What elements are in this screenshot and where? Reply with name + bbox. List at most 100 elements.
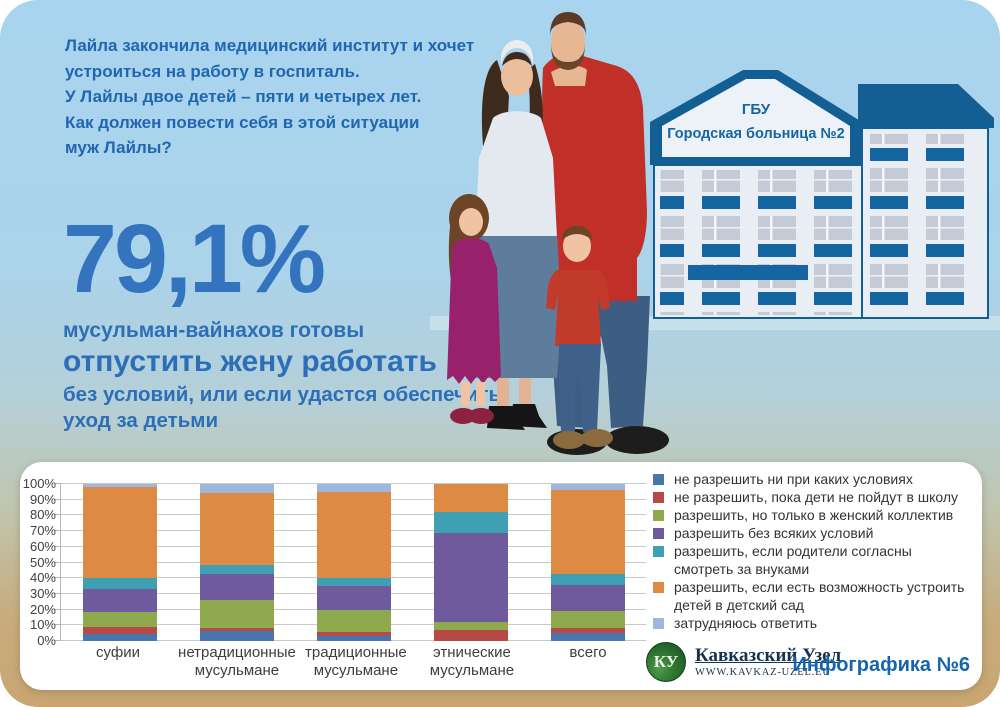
bar-segment	[434, 630, 509, 641]
stacked-bar	[434, 484, 509, 641]
axis-tick	[55, 514, 61, 516]
building-label-line1: ГБУ	[742, 101, 771, 118]
y-tick-label: 20%	[29, 601, 56, 617]
bar-segment	[317, 586, 391, 610]
logo-title: Кавказский Узел	[695, 644, 842, 666]
x-category-label: традиционные мусульмане	[305, 644, 407, 680]
legend-label: разрешить, но только в женский коллектив	[674, 507, 954, 523]
bar-segment	[199, 630, 274, 641]
question-text: Лайла закончила медицинский институт и х…	[65, 36, 475, 157]
wing-roof	[858, 84, 994, 128]
y-tick-label: 30%	[29, 585, 56, 601]
son-figure	[546, 226, 613, 449]
legend-label: не разрешить ни при каких условиях	[674, 471, 913, 487]
legend-swatch	[653, 492, 664, 503]
bar-segment	[434, 622, 509, 631]
axis-tick	[55, 483, 61, 484]
stacked-bar	[551, 484, 626, 641]
issue-label: Инфографика №6	[792, 654, 970, 676]
axis-tick	[55, 530, 61, 532]
bar-segment	[199, 573, 274, 601]
y-tick-label: 0%	[37, 633, 56, 648]
legend-swatch	[653, 618, 664, 629]
axis-tick	[55, 608, 61, 610]
legend-label: не разрешить, пока дети не пойдут в школ…	[674, 489, 958, 505]
bar-segment	[82, 578, 157, 590]
stacked-bar	[199, 484, 274, 641]
bar-segment	[82, 484, 157, 488]
logo-url: WWW.KAVKAZ-UZEL.EU	[695, 667, 831, 679]
bar-segment	[317, 635, 391, 641]
x-category-label: этнические мусульмане	[429, 644, 515, 680]
axis-tick	[55, 561, 61, 563]
stat-line2: отпустить жену работать	[63, 345, 437, 379]
y-tick-label: 80%	[29, 507, 56, 523]
chart-x-axis: суфии нетрадиционные мусульмане традиционн…	[60, 644, 646, 681]
bar-segment	[82, 633, 157, 641]
x-category-label: всего	[569, 644, 607, 661]
entrance-canopy	[688, 265, 808, 280]
bar-segment	[317, 491, 391, 579]
family-illustration	[447, 12, 669, 455]
legend-item: разрешить, если родители согласны смотре…	[653, 542, 968, 578]
bar-segment	[199, 627, 274, 631]
bar-segment	[551, 633, 626, 641]
axis-tick	[55, 592, 61, 594]
legend-swatch	[653, 546, 664, 557]
bar-segment	[551, 489, 626, 574]
hospital-building-illustration: ГБУ Городская больница №2	[650, 70, 994, 319]
bar-segment	[551, 484, 626, 490]
bar-segment	[82, 487, 157, 579]
daughter-figure	[447, 194, 501, 424]
y-tick-label: 40%	[29, 570, 56, 586]
legend-label: разрешить, если родители согласны смотре…	[674, 543, 912, 577]
legend-item: разрешить без всяких условий	[653, 524, 968, 542]
bar-segment	[82, 626, 157, 634]
y-tick-label: 50%	[29, 554, 56, 570]
bar-segment	[199, 484, 274, 494]
bar-segment	[434, 532, 509, 623]
stacked-bar	[317, 484, 391, 641]
legend-item: не разрешить, пока дети не пойдут в школ…	[653, 488, 968, 506]
legend-item: не разрешить ни при каких условиях	[653, 470, 968, 488]
legend-item: разрешить, если есть возможность устроит…	[653, 578, 968, 614]
stacked-bar	[82, 484, 157, 641]
bar-segment	[199, 493, 274, 565]
stat-value: 79,1%	[63, 204, 326, 313]
bar-segment	[434, 512, 509, 533]
chart-plot	[55, 483, 646, 641]
legend-label: разрешить без всяких условий	[674, 525, 874, 541]
brand-logo: КУ Кавказский Узел WWW.KAVKAZ-UZEL.EU	[646, 642, 841, 682]
bar-segment	[317, 609, 391, 632]
axis-tick	[55, 498, 61, 500]
legend-item: разрешить, но только в женский коллектив	[653, 506, 968, 524]
bar-segment	[551, 628, 626, 634]
gridline	[61, 483, 646, 484]
stat-line1: мусульман-вайнахов готовы	[63, 319, 365, 343]
legend-label: разрешить, если есть возможность устроит…	[674, 579, 965, 613]
bar-segment	[551, 573, 626, 586]
legend-label: затрудняюсь ответить	[674, 615, 818, 631]
axis-tick	[55, 577, 61, 579]
bar-segment	[551, 585, 626, 612]
y-tick-label: 90%	[29, 491, 56, 507]
stat-line3: без условий, или если удастся обеспечить…	[63, 383, 502, 432]
legend-swatch	[653, 528, 664, 539]
x-category-label: нетрадиционные мусульмане	[178, 644, 296, 680]
legend-swatch	[653, 474, 664, 485]
y-tick-label: 10%	[29, 617, 56, 633]
stat-block: 79,1% мусульман-вайнахов готовы отпустит…	[63, 204, 503, 433]
axis-tick	[55, 640, 61, 641]
legend-swatch	[653, 510, 664, 521]
x-category-label: суфии	[96, 644, 140, 661]
axis-tick	[55, 624, 61, 626]
bar-segment	[199, 564, 274, 574]
bar-segment	[317, 631, 391, 636]
y-tick-label: 70%	[29, 523, 56, 539]
chart-legend: не разрешить ни при каких условиях не раз…	[653, 470, 968, 632]
bar-segment	[82, 589, 157, 612]
bar-segment	[317, 578, 391, 587]
y-tick-label: 60%	[29, 538, 56, 554]
axis-tick	[55, 545, 61, 547]
